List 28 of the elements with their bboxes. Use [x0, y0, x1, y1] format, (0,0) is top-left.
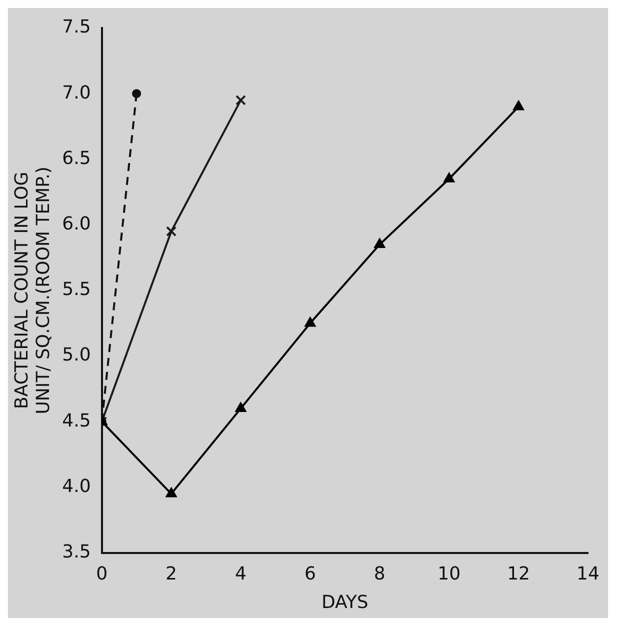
y-axis-title: BACTERIAL COUNT IN LOG UNIT/ SQ.CM.(ROOM TEMP.) [11, 166, 54, 414]
x-tick-label: 0 [96, 563, 108, 584]
point [235, 94, 246, 106]
x-tick-label: 6 [304, 563, 316, 584]
x-axis-title: DAYS [321, 592, 368, 613]
point [443, 172, 455, 182]
point [166, 226, 177, 237]
x-tick-label: 4 [235, 563, 246, 584]
x-tick-label: 12 [507, 563, 530, 584]
y-tick-label: 7.0 [62, 82, 91, 104]
point [132, 89, 142, 98]
y-tick-label: 7.5 [62, 16, 91, 38]
point [235, 402, 246, 412]
y-tick-label: 4.5 [62, 410, 91, 432]
y-tick-label: 6.5 [62, 148, 91, 169]
point [512, 100, 524, 110]
y-tick-label: 5.0 [62, 344, 91, 366]
x-tick-label: 2 [166, 563, 178, 584]
x-tick-label: 10 [438, 563, 461, 584]
y-tick-label: 3.5 [62, 541, 91, 562]
x-tick-label: 8 [374, 563, 386, 584]
point [166, 487, 177, 498]
x-tick-label: 14 [576, 563, 600, 584]
point [304, 316, 316, 327]
point [374, 238, 386, 248]
y-tick-label: 4.0 [62, 476, 91, 497]
y-tick-label: 5.5 [62, 279, 91, 300]
y-tick-label: 6.0 [62, 213, 91, 234]
